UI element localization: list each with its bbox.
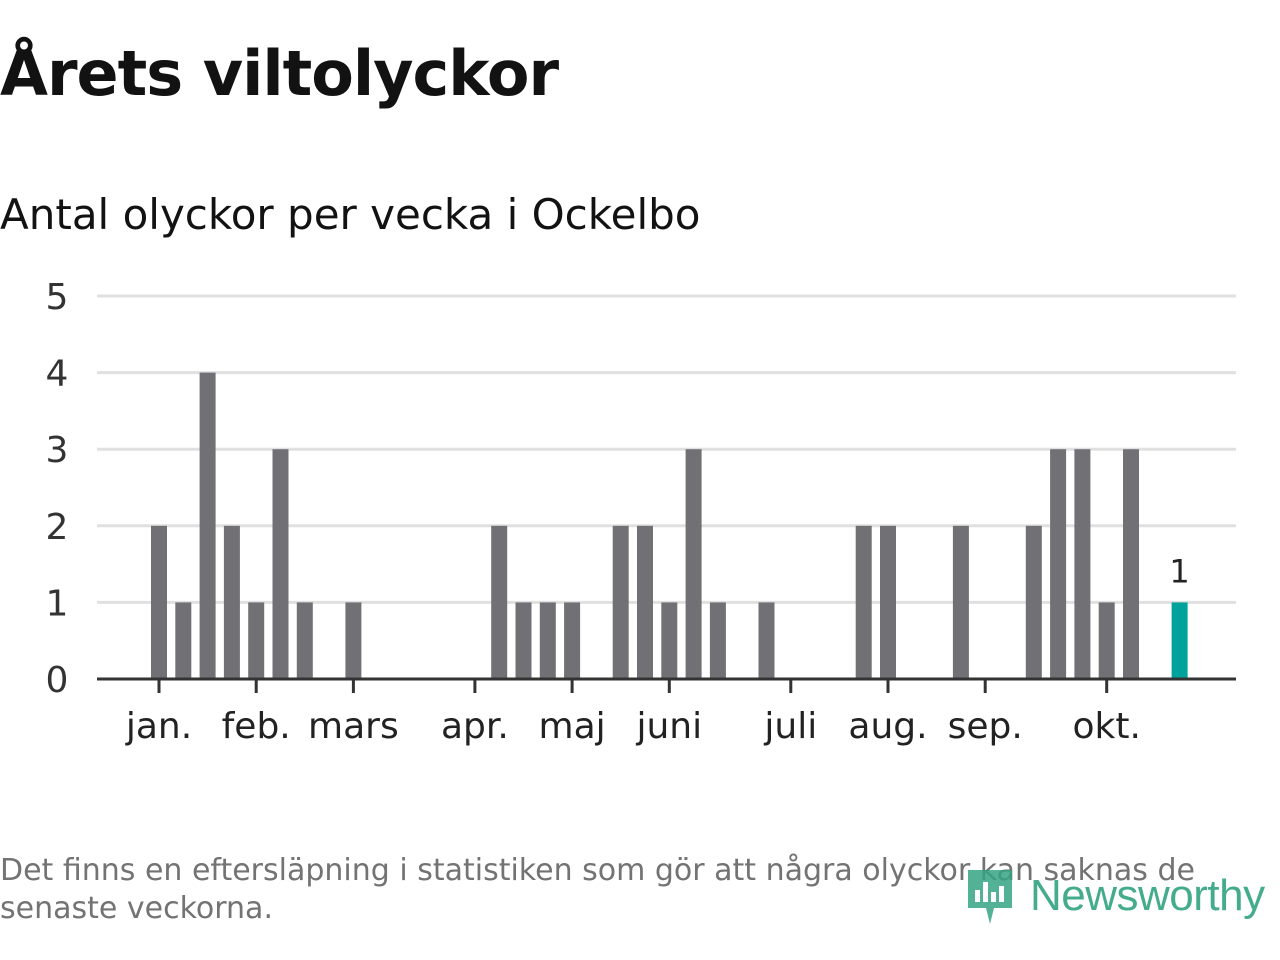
bar bbox=[296, 602, 313, 679]
bar bbox=[612, 525, 629, 679]
x-tick-label: maj bbox=[539, 706, 606, 747]
brand-name: Newsworthy bbox=[1030, 871, 1265, 920]
bar bbox=[564, 602, 581, 679]
bar bbox=[661, 602, 678, 679]
bar bbox=[880, 525, 896, 679]
newsworthy-logo-icon bbox=[964, 862, 1016, 930]
bar bbox=[1025, 525, 1042, 679]
x-tick-label: jan. bbox=[125, 706, 192, 747]
x-tick-label: feb. bbox=[222, 706, 291, 747]
bar bbox=[491, 525, 508, 679]
data-label: 1 bbox=[1169, 552, 1189, 590]
bar bbox=[855, 525, 872, 679]
bar bbox=[1074, 449, 1091, 679]
bar-chart: 0 1 2 3 4 5 jan. feb. mars apr. maj juni juli aug. se… bbox=[46, 277, 1236, 747]
y-axis-ticks: 0 1 2 3 4 5 bbox=[46, 277, 69, 701]
bar bbox=[345, 602, 362, 679]
bar bbox=[199, 372, 216, 679]
bar-highlight bbox=[1171, 602, 1188, 679]
bar bbox=[248, 602, 265, 679]
bar bbox=[637, 525, 653, 679]
y-tick-label: 3 bbox=[46, 430, 69, 471]
x-tick-label: apr. bbox=[441, 706, 509, 747]
bar bbox=[952, 525, 969, 679]
bars bbox=[151, 372, 1188, 679]
chart-subtitle: Antal olyckor per vecka i Ockelbo bbox=[0, 190, 701, 239]
brand-logo[interactable]: Newsworthy bbox=[964, 862, 1265, 930]
bar bbox=[272, 449, 289, 679]
y-tick-label: 5 bbox=[46, 277, 69, 318]
y-tick-label: 4 bbox=[46, 354, 69, 395]
x-tick-label: juni bbox=[635, 706, 702, 747]
x-tick-label: okt. bbox=[1072, 706, 1140, 747]
bar bbox=[709, 602, 726, 679]
bar bbox=[175, 602, 192, 679]
bar bbox=[1050, 449, 1067, 679]
bar bbox=[515, 602, 532, 679]
bar bbox=[151, 525, 167, 679]
bar bbox=[758, 602, 775, 679]
x-tick-label: mars bbox=[308, 706, 399, 747]
y-tick-label: 2 bbox=[46, 507, 69, 548]
bar bbox=[1098, 602, 1115, 679]
bar bbox=[1123, 449, 1139, 679]
y-tick-label: 1 bbox=[46, 583, 69, 624]
x-tick-label: sep. bbox=[948, 706, 1023, 747]
x-tick-label: aug. bbox=[848, 706, 927, 747]
chart-title: Årets viltolyckor bbox=[0, 37, 559, 110]
y-tick-label: 0 bbox=[46, 660, 69, 701]
bar bbox=[539, 602, 556, 679]
x-axis: jan. feb. mars apr. maj juni juli aug. sep. okt. bbox=[97, 677, 1236, 747]
bar bbox=[685, 449, 702, 679]
bar bbox=[223, 525, 240, 679]
data-labels: 1 bbox=[1169, 552, 1189, 590]
x-tick-label: juli bbox=[763, 706, 817, 747]
